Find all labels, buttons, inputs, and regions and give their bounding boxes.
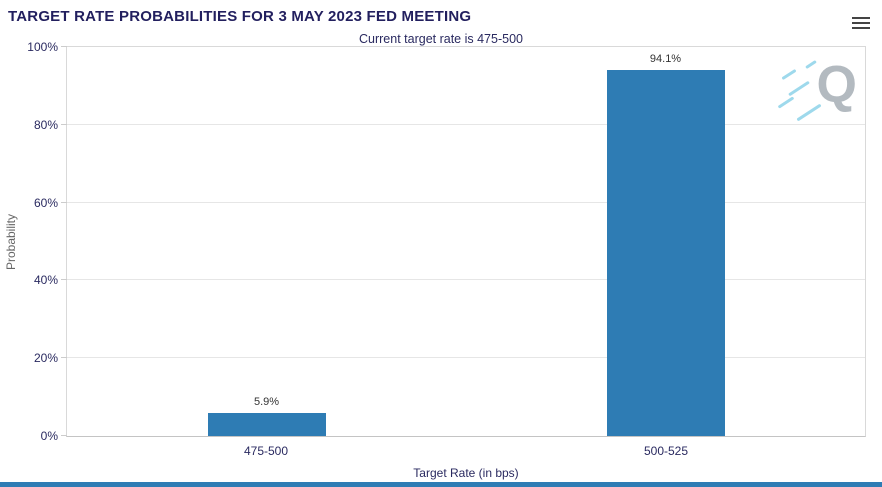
chart-title: TARGET RATE PROBABILITIES FOR 3 MAY 2023… — [8, 8, 472, 25]
y-axis-tick-label: 20% — [33, 351, 58, 366]
gridline — [67, 279, 865, 281]
bar-500-525[interactable] — [606, 69, 725, 436]
bar-value-label: 5.9% — [253, 396, 280, 409]
y-axis-title-wrap: Probability — [0, 46, 22, 437]
watermark-dash — [788, 80, 810, 97]
x-axis-label: 500-525 — [643, 444, 689, 458]
hamburger-line — [852, 22, 870, 24]
watermark-dash — [777, 96, 795, 109]
y-axis-tick — [61, 279, 67, 281]
y-axis-title: Probability — [4, 213, 18, 270]
bar-value-label: 94.1% — [649, 52, 682, 65]
gridline — [67, 123, 865, 125]
y-axis-tick — [61, 201, 67, 203]
y-axis-tick-label: 40% — [33, 273, 58, 288]
bar-475-500[interactable] — [207, 413, 326, 436]
hamburger-menu-icon[interactable] — [852, 17, 870, 32]
watermark-logo: Q — [777, 56, 859, 129]
gridline — [67, 357, 865, 359]
hamburger-line — [852, 27, 870, 29]
y-axis-tick — [61, 357, 67, 359]
chart-subtitle: Current target rate is 475-500 — [359, 32, 523, 46]
y-axis-tick-label: 0% — [40, 429, 58, 443]
watermark-dash — [781, 68, 797, 81]
y-axis-tick — [61, 435, 67, 436]
x-axis-title: Target Rate (in bps) — [413, 466, 519, 480]
y-axis-tick — [61, 46, 67, 47]
y-axis-tick — [61, 123, 67, 125]
footer-accent-strip — [0, 482, 882, 487]
plot-area: Q 0% 20% 40% 60% 80% 100% 5.9% 94.1% — [27, 40, 866, 443]
x-axis-label: 475-500 — [243, 444, 289, 458]
y-axis-tick-label: 80% — [33, 117, 58, 132]
watermark-dash — [805, 59, 817, 70]
y-axis-tick-label: 100% — [27, 40, 58, 54]
y-axis-tick-label: 60% — [33, 195, 58, 210]
gridline — [67, 201, 865, 203]
watermark-q-letter: Q — [816, 56, 857, 114]
hamburger-line — [852, 17, 870, 19]
x-axis-labels: 475-500 500-525 — [66, 444, 866, 458]
